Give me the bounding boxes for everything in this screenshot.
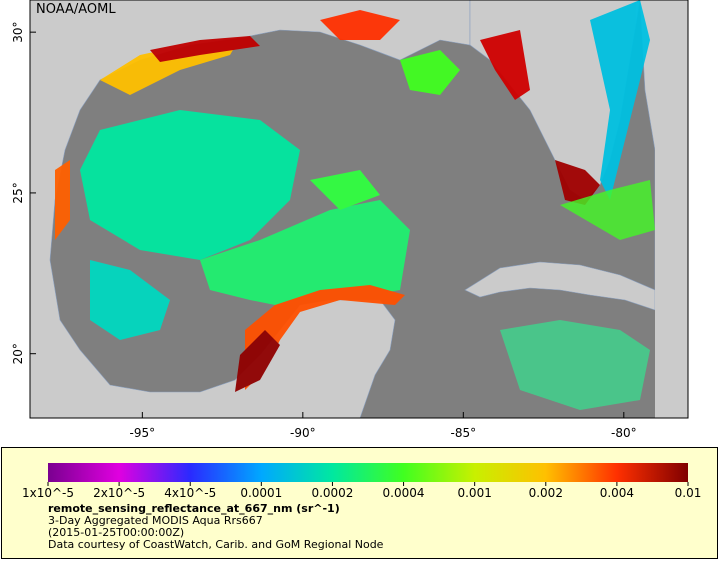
- lon-tick-label: -80°: [611, 426, 637, 440]
- mainland: [30, 0, 471, 418]
- data-patch: [560, 180, 655, 240]
- coastal-band: [245, 285, 405, 390]
- colorbar-tick-label: 0.0004: [383, 486, 425, 500]
- legend-line: Data courtesy of CoastWatch, Carib. and …: [48, 538, 384, 551]
- data-patch: [400, 50, 460, 95]
- colorbar-tick-label: 2x10^-5: [93, 486, 145, 500]
- coastal-band: [480, 30, 530, 100]
- lat-tick-label: 20°: [11, 343, 25, 364]
- colorbar: [48, 463, 688, 482]
- no-data: [655, 0, 688, 418]
- colorbar-tick-label: 0.0002: [311, 486, 353, 500]
- watermark: NOAA/AOML: [36, 2, 116, 17]
- lon-tick-label: -95°: [130, 426, 156, 440]
- reflectance-data: [55, 0, 655, 410]
- legend-variable: remote_sensing_reflectance_at_667_nm (sr…: [48, 502, 340, 515]
- lat-tick-label: 25°: [11, 182, 25, 203]
- map-frame: [29, 0, 689, 419]
- colorbar-tick-label: 0.01: [675, 486, 702, 500]
- data-patch: [590, 0, 650, 200]
- coastal-band: [235, 330, 280, 392]
- colorbar-ticks: 1x10^-5 2x10^-5 4x10^-5 0.0001 0.0002 0.0004 0…: [22, 482, 701, 500]
- axes: -95° -90° -85° -80° 20° 25° 30°: [11, 22, 637, 440]
- map: NOAA/AOML: [30, 0, 688, 418]
- colorbar-tick-label: 0.001: [457, 486, 491, 500]
- legend-line: 3-Day Aggregated MODIS Aqua Rrs667: [48, 514, 263, 527]
- data-patch: [90, 260, 170, 340]
- data-patch: [310, 170, 380, 210]
- colorbar-tick-label: 0.004: [600, 486, 634, 500]
- lon-tick-label: -90°: [290, 426, 316, 440]
- lon-tick-label: -85°: [451, 426, 477, 440]
- cuba: [464, 261, 656, 311]
- colorbar-tick-label: 0.0001: [240, 486, 282, 500]
- coastal-band: [150, 36, 260, 62]
- data-patch: [500, 320, 650, 410]
- legend-line: (2015-01-25T00:00:00Z): [48, 526, 184, 539]
- colorbar-tick-label: 4x10^-5: [164, 486, 216, 500]
- data-patch: [80, 110, 300, 260]
- coastal-band: [320, 10, 400, 40]
- coastal-band: [555, 160, 600, 205]
- coastal-band: [55, 160, 70, 240]
- colorbar-tick-label: 1x10^-5: [22, 486, 74, 500]
- lat-tick-label: 30°: [11, 22, 25, 43]
- colorbar-tick-label: 0.002: [529, 486, 563, 500]
- data-patch: [200, 200, 410, 310]
